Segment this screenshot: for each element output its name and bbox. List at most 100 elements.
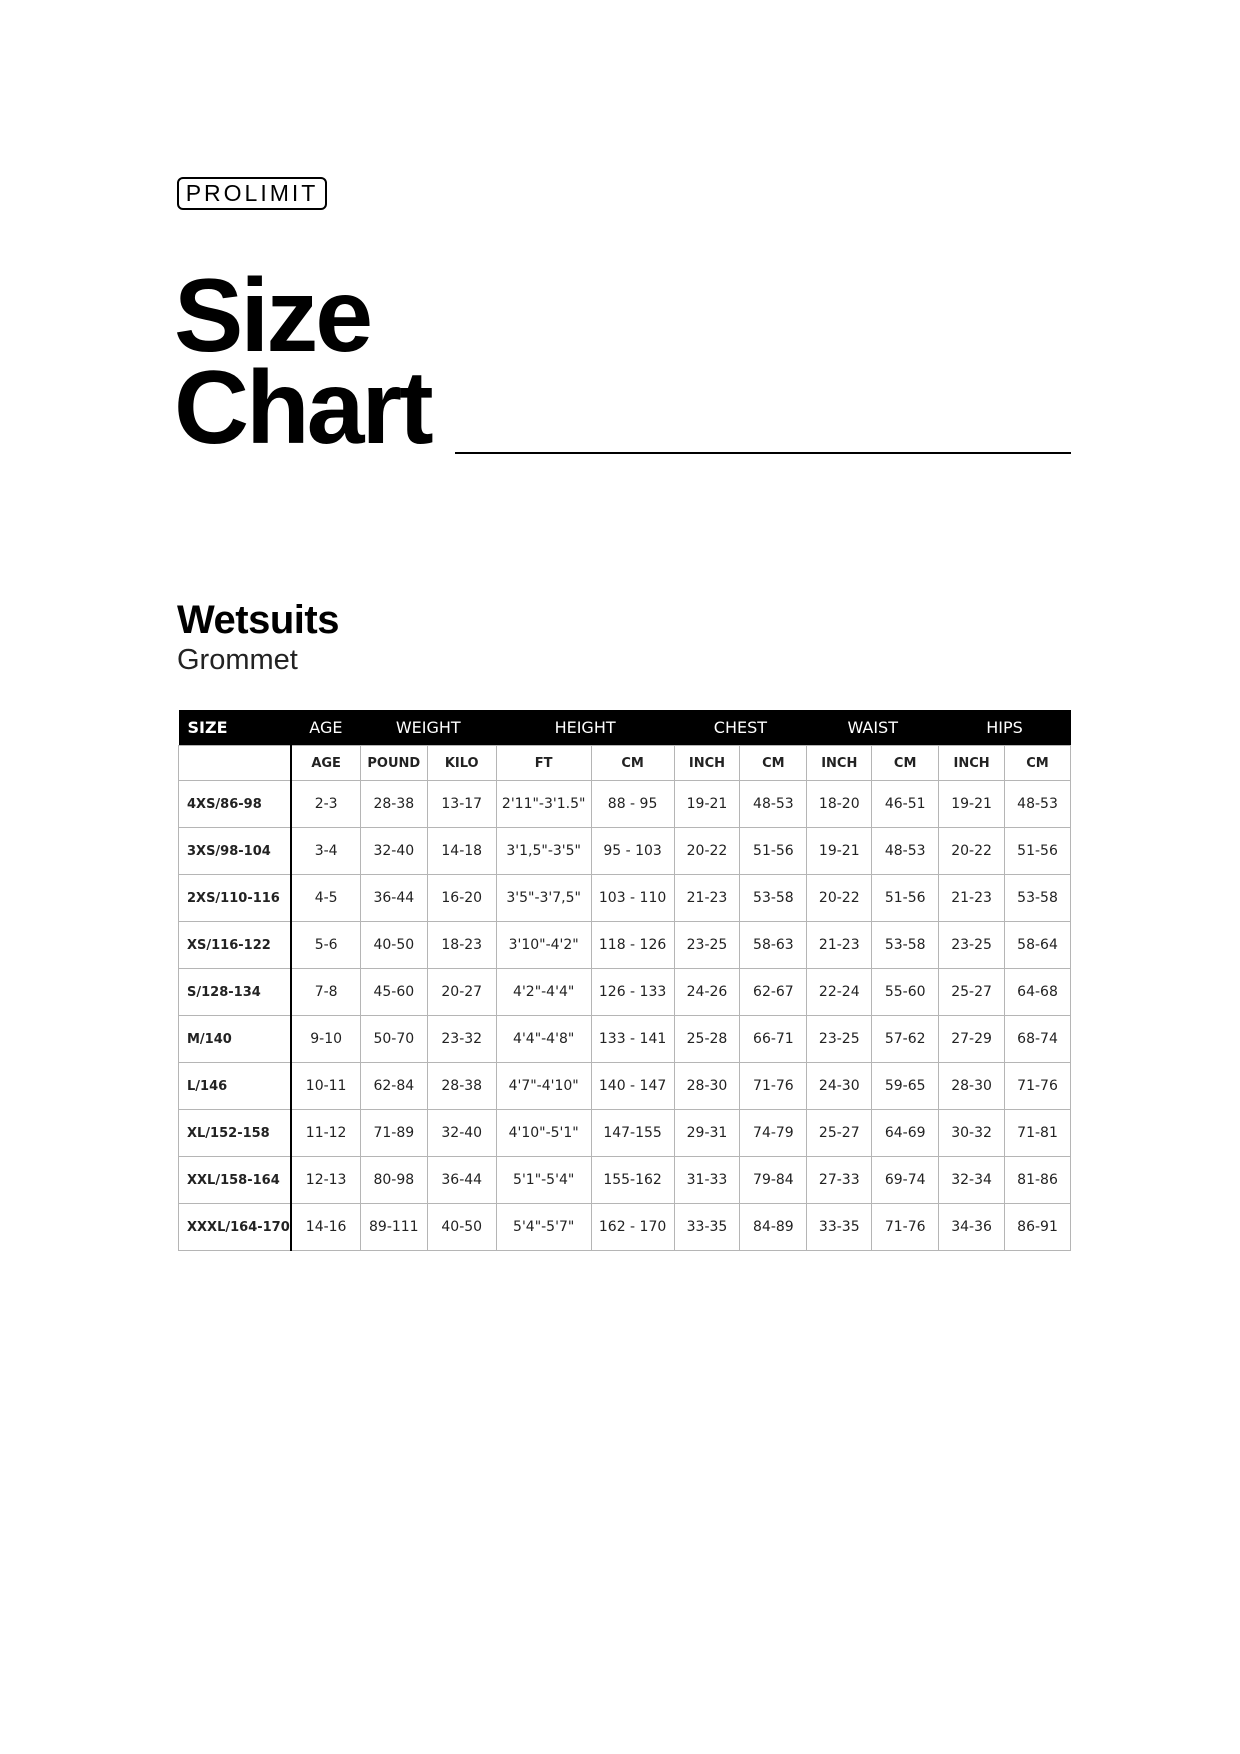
table-row: XS/116-122 5-6 40-50 18-23 3'10"-4'2" 118 - 1… (178, 921, 1071, 969)
table-row: 2XS/110-116 4-5 36-44 16-20 3'5"-3'7,5" 103 -… (178, 874, 1071, 922)
table-row: 4XS/86-98 2-3 28-38 13-17 2'11"-3'1.5" 88 - 9… (178, 780, 1071, 828)
table-cell: 25-28 (673, 1015, 741, 1063)
table-cell: 20-27 (426, 968, 497, 1016)
sub-header-cell: FT (495, 745, 592, 781)
size-label-cell: XL/152-158 (178, 1109, 293, 1157)
table-cell: 32-34 (938, 1156, 1006, 1204)
group-header-size: SIZE (178, 710, 292, 746)
table-cell: 55-60 (871, 968, 940, 1016)
table-cell: 24-26 (673, 968, 741, 1016)
table-cell: 88 - 95 (590, 780, 675, 828)
table-cell: 23-25 (673, 921, 741, 969)
table-cell: 118 - 126 (590, 921, 675, 969)
table-cell: 20-22 (673, 827, 741, 875)
sub-header-row: AGE POUND KILO FT CM INCH CM INCH CM INCH CM (178, 745, 1071, 781)
table-cell: 25-27 (938, 968, 1006, 1016)
table-cell: 22-24 (806, 968, 873, 1016)
table-cell: 126 - 133 (590, 968, 675, 1016)
sub-header-cell: POUND (359, 745, 428, 781)
table-cell: 32-40 (426, 1109, 497, 1157)
table-cell: 19-21 (673, 780, 741, 828)
table-cell: 34-36 (938, 1203, 1006, 1251)
table-cell: 30-32 (938, 1109, 1006, 1157)
table-cell: 19-21 (938, 780, 1006, 828)
table-cell: 5'1"-5'4" (495, 1156, 592, 1204)
table-cell: 23-25 (806, 1015, 873, 1063)
sub-header-cell (178, 745, 293, 781)
table-cell: 23-25 (938, 921, 1006, 969)
table-cell: 62-84 (359, 1062, 428, 1110)
group-header-chest: CHEST (674, 710, 807, 746)
table-cell: 3'10"-4'2" (495, 921, 592, 969)
table-cell: 25-27 (806, 1109, 873, 1157)
sub-header-cell: KILO (426, 745, 497, 781)
table-cell: 71-76 (1004, 1062, 1071, 1110)
table-cell: 3'1,5"-3'5" (495, 827, 592, 875)
section-subtitle: Grommet (177, 644, 298, 676)
table-cell: 21-23 (938, 874, 1006, 922)
table-cell: 11-12 (290, 1109, 361, 1157)
table-cell: 33-35 (673, 1203, 741, 1251)
table-cell: 27-29 (938, 1015, 1006, 1063)
table-cell: 28-30 (938, 1062, 1006, 1110)
table-cell: 36-44 (359, 874, 428, 922)
table-cell: 2'11"-3'1.5" (495, 780, 592, 828)
table-cell: 48-53 (871, 827, 940, 875)
table-cell: 48-53 (739, 780, 808, 828)
table-cell: 13-17 (426, 780, 497, 828)
table-cell: 71-76 (871, 1203, 940, 1251)
prolimit-logo: PROLIMIT (177, 177, 327, 210)
table-cell: 29-31 (673, 1109, 741, 1157)
size-label-cell: 2XS/110-116 (178, 874, 293, 922)
table-cell: 133 - 141 (590, 1015, 675, 1063)
size-chart-table: SIZE AGE WEIGHT HEIGHT CHEST WAIST HIPS AGE POU… (178, 710, 1071, 1251)
title-line-2: Chart (174, 350, 434, 466)
table-cell: 28-38 (426, 1062, 497, 1110)
table-cell: 79-84 (739, 1156, 808, 1204)
group-header-weight: WEIGHT (360, 710, 497, 746)
table-cell: 33-35 (806, 1203, 873, 1251)
table-row: M/140 9-10 50-70 23-32 4'4"-4'8" 133 - 141 25-… (178, 1015, 1071, 1063)
table-cell: 71-81 (1004, 1109, 1071, 1157)
table-row: XXL/158-164 12-13 80-98 36-44 5'1"-5'4" 155-1… (178, 1156, 1071, 1204)
sub-header-cell: INCH (938, 745, 1006, 781)
table-cell: 7-8 (290, 968, 361, 1016)
table-cell: 89-111 (359, 1203, 428, 1251)
table-cell: 18-23 (426, 921, 497, 969)
table-cell: 155-162 (590, 1156, 675, 1204)
size-label-cell: XS/116-122 (178, 921, 293, 969)
table-cell: 18-20 (806, 780, 873, 828)
table-cell: 147-155 (590, 1109, 675, 1157)
table-cell: 21-23 (673, 874, 741, 922)
table-cell: 51-56 (871, 874, 940, 922)
table-cell: 140 - 147 (590, 1062, 675, 1110)
table-cell: 45-60 (359, 968, 428, 1016)
table-cell: 59-65 (871, 1062, 940, 1110)
table-cell: 48-53 (1004, 780, 1071, 828)
table-cell: 14-18 (426, 827, 497, 875)
sub-header-cell: CM (871, 745, 940, 781)
size-label-cell: XXXL/164-170 (178, 1203, 293, 1251)
table-cell: 51-56 (1004, 827, 1071, 875)
section-title: Wetsuits (177, 598, 339, 642)
table-cell: 80-98 (359, 1156, 428, 1204)
group-header-row: SIZE AGE WEIGHT HEIGHT CHEST WAIST HIPS (178, 710, 1071, 746)
table-cell: 40-50 (426, 1203, 497, 1251)
table-cell: 20-22 (806, 874, 873, 922)
table-cell: 2-3 (290, 780, 361, 828)
table-cell: 24-30 (806, 1062, 873, 1110)
table-cell: 5-6 (290, 921, 361, 969)
group-header-age: AGE (291, 710, 361, 746)
table-cell: 74-79 (739, 1109, 808, 1157)
table-cell: 81-86 (1004, 1156, 1071, 1204)
sub-header-cell: INCH (806, 745, 873, 781)
table-cell: 4-5 (290, 874, 361, 922)
table-cell: 66-71 (739, 1015, 808, 1063)
table-cell: 3-4 (290, 827, 361, 875)
table-cell: 57-62 (871, 1015, 940, 1063)
table-cell: 64-68 (1004, 968, 1071, 1016)
table-cell: 50-70 (359, 1015, 428, 1063)
group-header-hips: HIPS (938, 710, 1071, 746)
table-cell: 64-69 (871, 1109, 940, 1157)
sub-header-cell: CM (739, 745, 808, 781)
